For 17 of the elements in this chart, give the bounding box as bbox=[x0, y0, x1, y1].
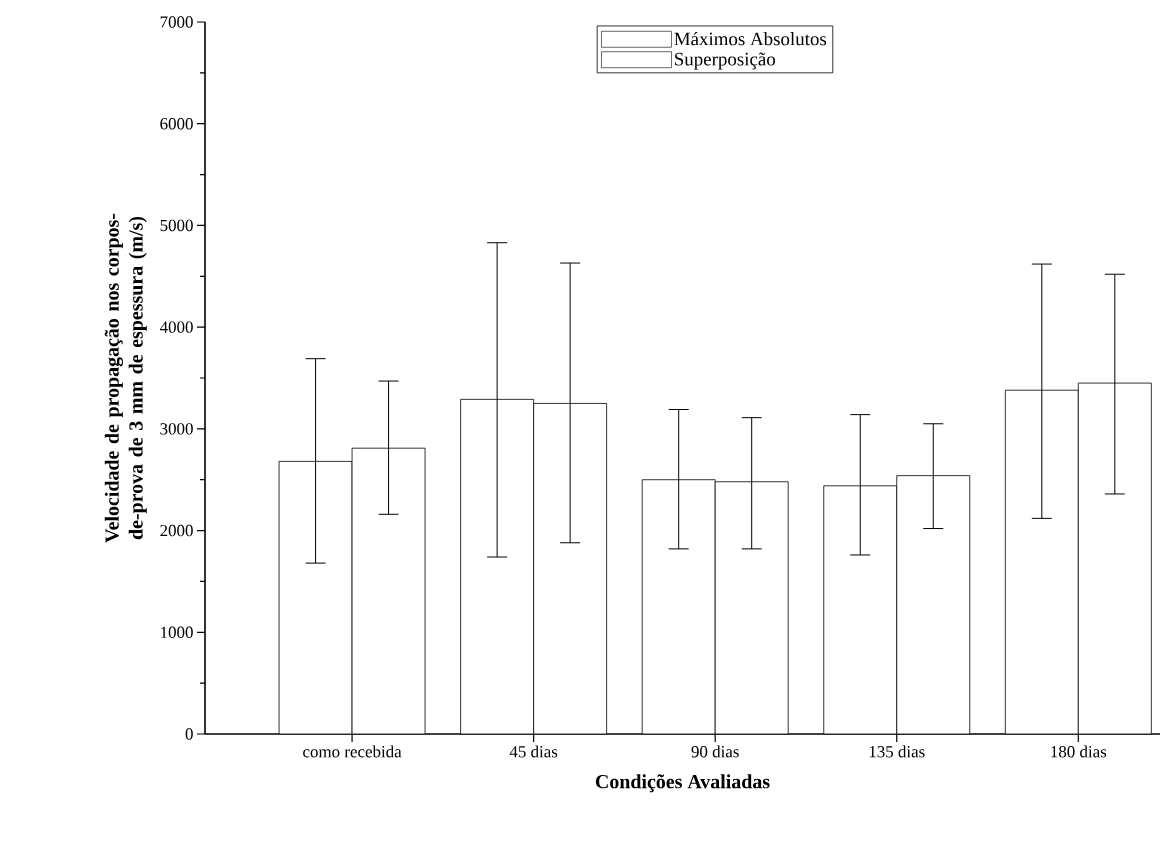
legend-label: Superposição bbox=[675, 52, 776, 70]
y-axis-title: Velocidade de propagação nos corpos-de-prova de 3 mm de espessura (m/s) bbox=[104, 213, 147, 543]
y-tick-label: 3000 bbox=[160, 423, 193, 435]
y-tick-label: 5000 bbox=[160, 219, 193, 232]
legend-label: Máximos Absolutos bbox=[674, 31, 827, 46]
x-tick-label: 45 dias bbox=[509, 745, 558, 758]
x-tick-label: 90 dias bbox=[691, 745, 739, 758]
x-axis-title: Condições Avaliadas bbox=[595, 774, 770, 793]
y-tick-label: 0 bbox=[185, 728, 193, 740]
y-tick-label: 2000 bbox=[160, 524, 193, 537]
x-tick-label: 135 dias bbox=[869, 745, 925, 758]
y-tick-label: 7000 bbox=[160, 16, 193, 28]
y-tick-label: 1000 bbox=[161, 626, 193, 639]
x-tick-label: 180 dias bbox=[1051, 745, 1107, 758]
x-tick-label: como recebida bbox=[303, 745, 402, 758]
y-tick-label: 6000 bbox=[160, 117, 193, 130]
y-tick-label: 4000 bbox=[159, 321, 193, 333]
